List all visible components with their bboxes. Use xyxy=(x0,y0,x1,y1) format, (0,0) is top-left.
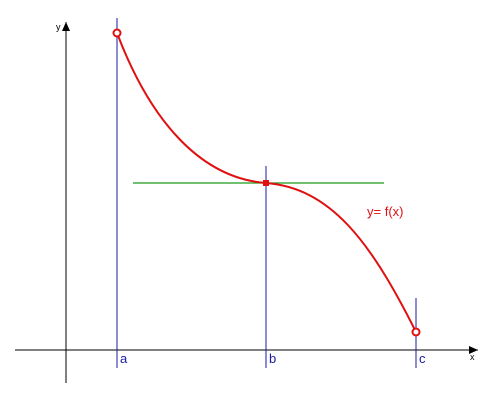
label-b: b xyxy=(269,351,276,366)
point-b-marker xyxy=(263,180,269,186)
endpoint-c-marker xyxy=(411,327,421,337)
curve-label: y= f(x) xyxy=(367,204,403,219)
x-axis-label: x xyxy=(470,352,475,362)
label-a: a xyxy=(120,351,128,366)
label-c: c xyxy=(419,351,426,366)
y-axis-label: y xyxy=(56,22,61,32)
endpoint-a-marker xyxy=(112,28,122,38)
